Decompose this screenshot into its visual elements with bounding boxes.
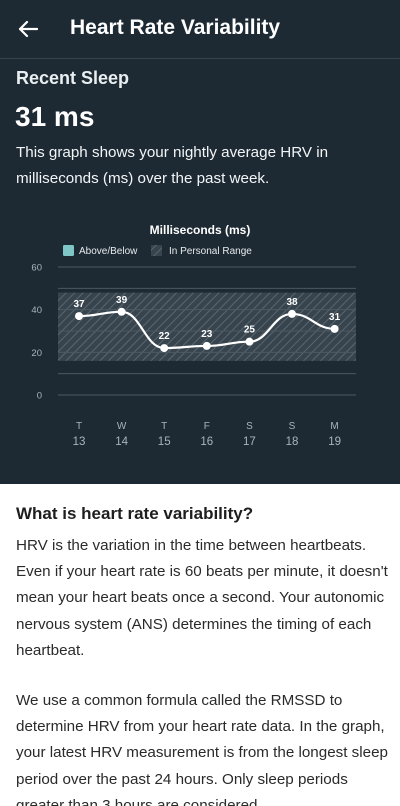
header-divider bbox=[0, 58, 400, 59]
data-point bbox=[117, 307, 126, 316]
legend-label-above-below: Above/Below bbox=[79, 246, 138, 257]
x-tick-day: W bbox=[117, 421, 127, 432]
arrow-left-icon bbox=[18, 20, 38, 38]
data-point bbox=[330, 324, 339, 333]
chart-description: This graph shows your nightly average HR… bbox=[16, 144, 329, 187]
page-title: Heart Rate Variability bbox=[70, 16, 281, 39]
chart-title: Milliseconds (ms) bbox=[150, 223, 251, 237]
article-paragraph: We use a common formula called the RMSSD… bbox=[16, 692, 388, 806]
data-point bbox=[245, 337, 254, 346]
data-label: 38 bbox=[286, 297, 298, 308]
x-tick-date: 19 bbox=[328, 436, 341, 448]
data-point bbox=[202, 341, 211, 350]
summary-panel: Heart Rate Variability Recent Sleep 31 m… bbox=[0, 0, 400, 484]
personal-range-band bbox=[58, 292, 356, 361]
hrv-chart: Milliseconds (ms) Above/Below In Personal … bbox=[31, 223, 356, 448]
data-label: 31 bbox=[329, 312, 341, 323]
x-tick-day: T bbox=[76, 421, 82, 432]
article: What is heart rate variability? HRV is t… bbox=[16, 504, 388, 806]
x-tick-day: T bbox=[161, 421, 167, 432]
data-label: 23 bbox=[201, 329, 213, 340]
data-label: 22 bbox=[159, 331, 171, 342]
y-tick-label: 20 bbox=[31, 348, 42, 359]
data-label: 25 bbox=[244, 325, 256, 336]
article-paragraph: HRV is the variation in the time between… bbox=[16, 537, 388, 659]
x-tick-date: 15 bbox=[158, 436, 171, 448]
x-tick-day: F bbox=[204, 421, 210, 432]
x-tick-date: 18 bbox=[286, 436, 299, 448]
y-tick-label: 40 bbox=[31, 305, 42, 316]
x-tick-day: S bbox=[246, 421, 253, 432]
back-button[interactable] bbox=[12, 13, 44, 45]
data-label: 39 bbox=[116, 295, 128, 306]
data-point bbox=[160, 344, 169, 353]
y-tick-label: 0 bbox=[37, 391, 42, 402]
hrv-value: 31 ms bbox=[15, 101, 95, 132]
data-label: 37 bbox=[73, 299, 85, 310]
legend-swatch-above-below bbox=[63, 245, 74, 256]
article-heading: What is heart rate variability? bbox=[16, 504, 254, 523]
data-point bbox=[288, 309, 296, 318]
x-tick-date: 17 bbox=[243, 436, 256, 448]
x-tick-day: S bbox=[289, 421, 296, 432]
x-tick-date: 13 bbox=[73, 436, 86, 448]
legend-swatch-personal-range bbox=[151, 245, 162, 256]
x-tick-date: 16 bbox=[200, 436, 213, 448]
section-title: Recent Sleep bbox=[16, 68, 130, 88]
app-bar: Heart Rate Variability bbox=[0, 0, 400, 58]
x-tick-day: M bbox=[330, 421, 338, 432]
y-tick-label: 60 bbox=[31, 263, 42, 274]
data-point bbox=[75, 312, 83, 321]
x-tick-date: 14 bbox=[115, 436, 128, 448]
legend-label-personal-range: In Personal Range bbox=[169, 246, 252, 257]
